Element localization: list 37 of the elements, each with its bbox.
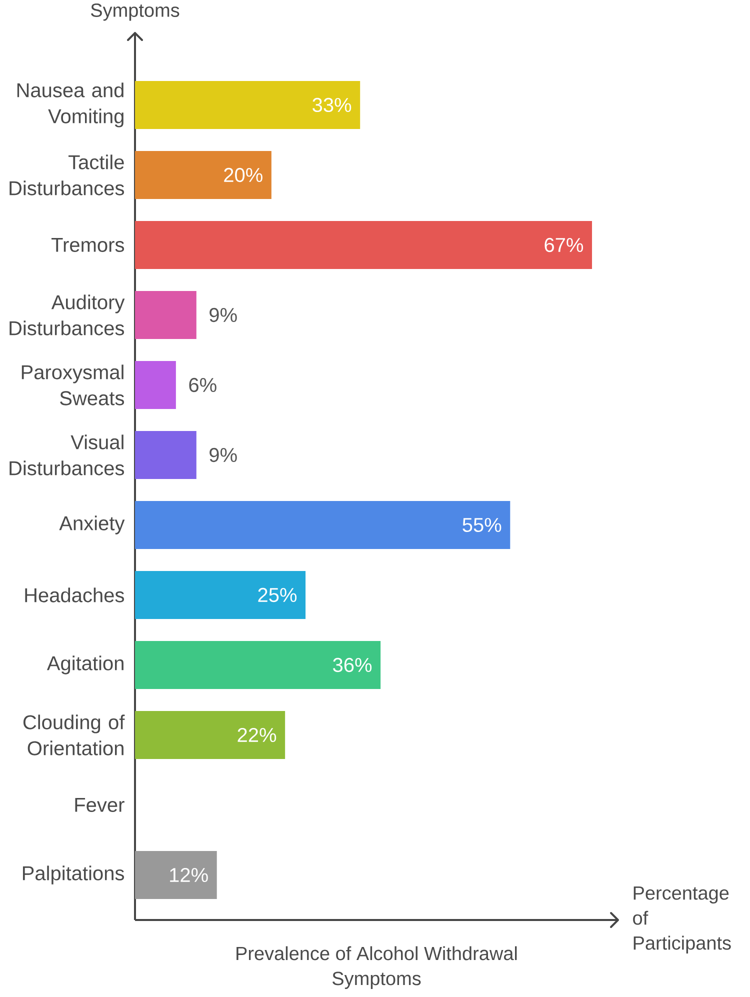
y-tick-label: Headaches: [25, 588, 124, 602]
y-tick-label: Palpitations: [22, 866, 124, 884]
text: Prevalence of Alcohol Withdrawal Symptoms: [236, 946, 517, 989]
y-tick-label: Anxiety: [59, 516, 125, 534]
y-tick-label: Tremors: [51, 238, 124, 252]
bar: [135, 430, 196, 479]
bar: [135, 290, 196, 339]
y-tick-label: Agitation: [46, 656, 124, 674]
data-label: 22%: [238, 728, 276, 742]
bar: [135, 851, 217, 899]
bar: [135, 220, 592, 269]
bar: [135, 500, 510, 549]
data-label: 67%: [544, 238, 584, 252]
bar: [135, 570, 306, 619]
y-axis-title: Symptoms: [90, 4, 180, 21]
y-tick-label: Fever: [75, 798, 124, 812]
bar: [135, 150, 272, 199]
data-label: 20%: [224, 168, 262, 182]
y-tick-label: Auditory Disturbances: [10, 294, 125, 336]
data-label: 9%: [210, 308, 237, 322]
data-label: 9%: [210, 448, 237, 462]
y-tick-label: Visual Disturbances: [10, 434, 124, 476]
data-label: 33%: [312, 98, 352, 112]
y-tick-label: Clouding of Orientation: [23, 714, 125, 756]
bar: [135, 640, 381, 689]
bar: [135, 80, 360, 129]
bar: [135, 711, 286, 759]
data-label: 6%: [189, 378, 216, 392]
data-label: 36%: [333, 658, 372, 672]
x-axis-title: Percentage of Participants: [633, 886, 731, 954]
data-label: 25%: [258, 588, 297, 602]
y-tick-label: Tactile Disturbances: [10, 154, 124, 196]
y-tick-label: Nausea and Vomiting: [17, 82, 124, 128]
y-tick-label: Paroxysmal Sweats: [22, 364, 124, 406]
data-label: 12%: [170, 868, 208, 882]
bar: [135, 360, 176, 409]
data-label: 55%: [462, 518, 502, 532]
